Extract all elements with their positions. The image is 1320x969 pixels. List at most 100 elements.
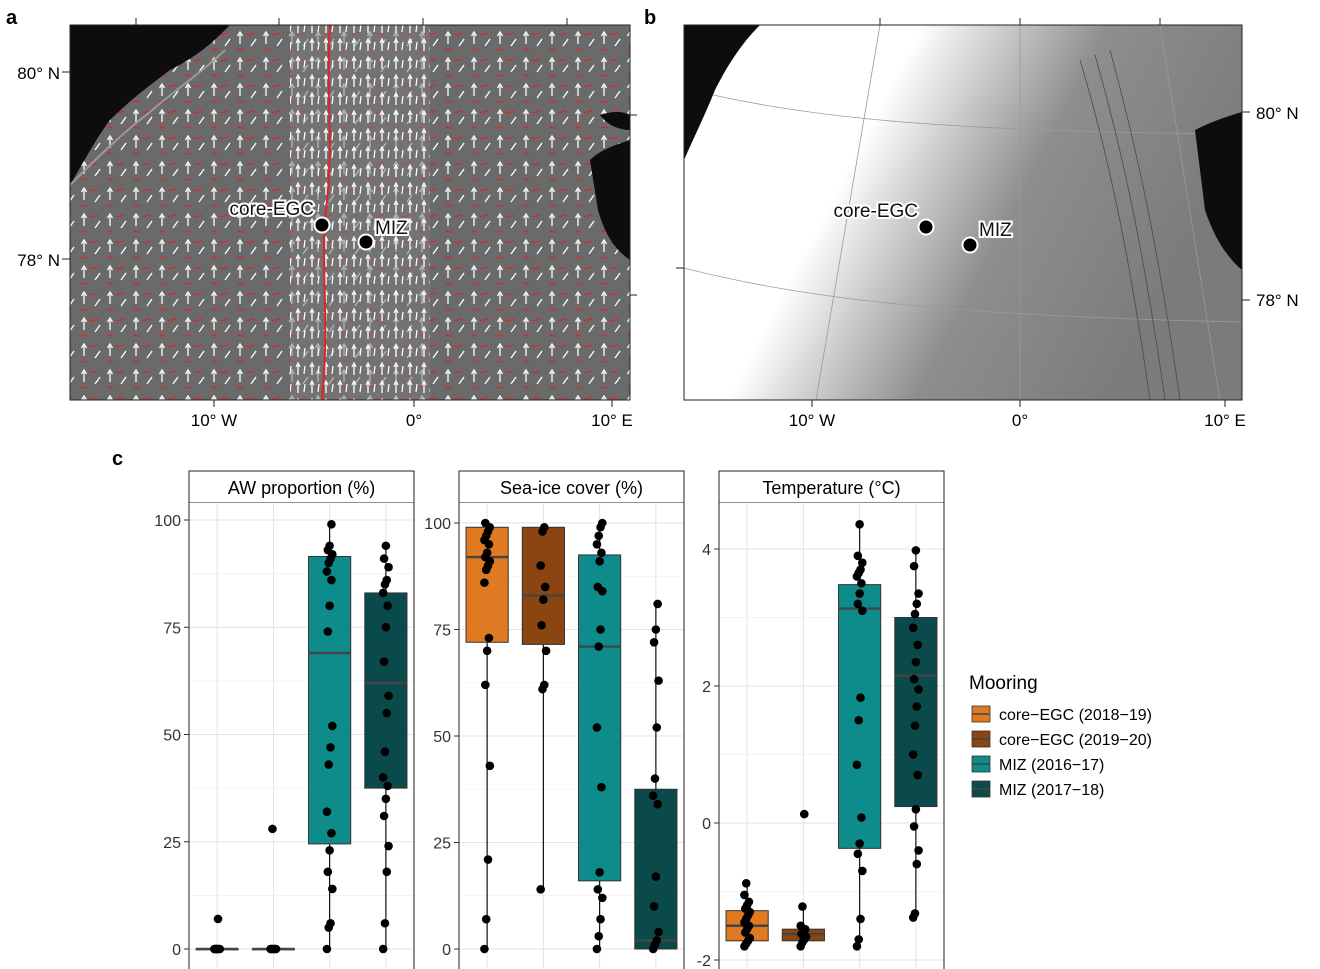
data-point bbox=[378, 944, 388, 954]
data-point bbox=[266, 944, 275, 954]
facet-title: Temperature (°C) bbox=[762, 478, 900, 498]
y-tick-label: 75 bbox=[163, 620, 181, 637]
facet-strip bbox=[718, 470, 945, 504]
data-point bbox=[910, 721, 920, 731]
box-3 bbox=[308, 519, 352, 954]
data-point bbox=[595, 557, 604, 566]
data-point bbox=[740, 890, 749, 900]
box-body bbox=[634, 788, 678, 950]
data-point bbox=[382, 708, 392, 718]
current-edge-line bbox=[321, 25, 331, 400]
data-point bbox=[910, 609, 920, 619]
data-point bbox=[325, 541, 334, 551]
data-point bbox=[855, 839, 864, 848]
bathymetry-contour bbox=[1109, 49, 1181, 400]
data-point bbox=[853, 599, 863, 609]
data-point bbox=[481, 914, 491, 924]
data-point bbox=[537, 620, 546, 630]
panel-a-lat-78: 78° N bbox=[17, 251, 60, 270]
facet-3: Temperature (°C) -2 0 2 4 bbox=[697, 470, 945, 969]
data-point bbox=[326, 743, 335, 752]
legend-item: core−EGC (2019−20) bbox=[971, 730, 1152, 749]
data-point bbox=[268, 824, 277, 834]
data-point bbox=[378, 773, 388, 782]
data-point bbox=[744, 897, 754, 907]
facet-1: AW proportion (%) 0 25 50 75 100 bbox=[154, 470, 415, 969]
data-point bbox=[483, 855, 493, 864]
data-point bbox=[856, 693, 865, 702]
data-point bbox=[857, 578, 866, 588]
data-point bbox=[540, 582, 550, 592]
data-point bbox=[909, 561, 919, 571]
data-point bbox=[855, 520, 864, 529]
sea-ice-field bbox=[684, 25, 1242, 400]
panel-b-lon-0: 0° bbox=[1012, 411, 1028, 430]
data-point bbox=[649, 902, 659, 911]
bathymetry-contour bbox=[1079, 59, 1151, 400]
data-point bbox=[327, 575, 336, 585]
data-point bbox=[382, 867, 392, 877]
data-point bbox=[323, 867, 333, 877]
station-miz-marker bbox=[357, 233, 375, 251]
data-point bbox=[325, 601, 334, 611]
legend-label: core−EGC (2019−20) bbox=[999, 732, 1152, 749]
y-tick-label: 0 bbox=[172, 942, 181, 959]
graticule-10w bbox=[815, 25, 881, 400]
data-point bbox=[382, 575, 392, 585]
data-point bbox=[379, 811, 389, 821]
data-point bbox=[328, 721, 337, 731]
data-point bbox=[325, 846, 334, 855]
data-point bbox=[597, 548, 606, 558]
panel-a-lon-10e: 10° E bbox=[591, 411, 633, 430]
data-point bbox=[592, 540, 602, 549]
greenland-land bbox=[684, 25, 760, 160]
data-point bbox=[539, 595, 548, 604]
panel-a-lat-80: 80° N bbox=[17, 64, 60, 83]
data-point bbox=[327, 828, 336, 838]
box-3 bbox=[578, 518, 622, 954]
data-point bbox=[855, 589, 864, 598]
data-point bbox=[913, 640, 922, 650]
box-2 bbox=[521, 522, 565, 894]
data-point bbox=[481, 680, 490, 690]
data-point bbox=[328, 884, 337, 894]
data-point bbox=[652, 936, 662, 945]
facet-2: Sea-ice cover (%) 0 25 50 75 100 bbox=[424, 470, 685, 969]
data-point bbox=[213, 914, 223, 924]
data-point bbox=[911, 546, 921, 555]
legend-item: MIZ (2017−18) bbox=[971, 780, 1104, 799]
station-miz-label: MIZ bbox=[979, 220, 1012, 241]
panel-a-map bbox=[70, 25, 630, 400]
data-point bbox=[598, 893, 607, 903]
graticule-10e bbox=[1159, 25, 1221, 400]
current-arrows bbox=[290, 25, 430, 400]
data-point bbox=[592, 723, 602, 732]
data-point bbox=[539, 522, 549, 532]
panel-a-lon-10w: 10° W bbox=[191, 411, 237, 430]
panel-b-lon-10e: 10° E bbox=[1204, 411, 1246, 430]
y-tick-label: -2 bbox=[697, 953, 711, 969]
data-point bbox=[852, 942, 862, 951]
data-point bbox=[324, 760, 334, 769]
data-point bbox=[594, 531, 604, 541]
y-tick-label: 2 bbox=[702, 679, 711, 696]
data-point bbox=[858, 606, 867, 615]
data-point bbox=[384, 691, 393, 701]
panel-b-map bbox=[684, 25, 1242, 400]
y-tick-label: 4 bbox=[702, 542, 711, 559]
y-tick-label: 25 bbox=[163, 835, 181, 852]
data-point bbox=[852, 760, 862, 770]
station-miz-marker bbox=[961, 236, 979, 254]
data-point bbox=[322, 567, 332, 576]
data-point bbox=[654, 676, 663, 685]
data-point bbox=[380, 918, 390, 928]
panel-a-frame bbox=[69, 24, 631, 401]
data-point bbox=[648, 791, 658, 800]
y-tick-label: 25 bbox=[433, 836, 451, 853]
data-point bbox=[327, 519, 336, 529]
panel-b-lat-80: 80° N bbox=[1256, 104, 1299, 123]
data-point bbox=[853, 551, 863, 561]
data-point bbox=[480, 944, 489, 954]
data-point bbox=[322, 944, 332, 954]
